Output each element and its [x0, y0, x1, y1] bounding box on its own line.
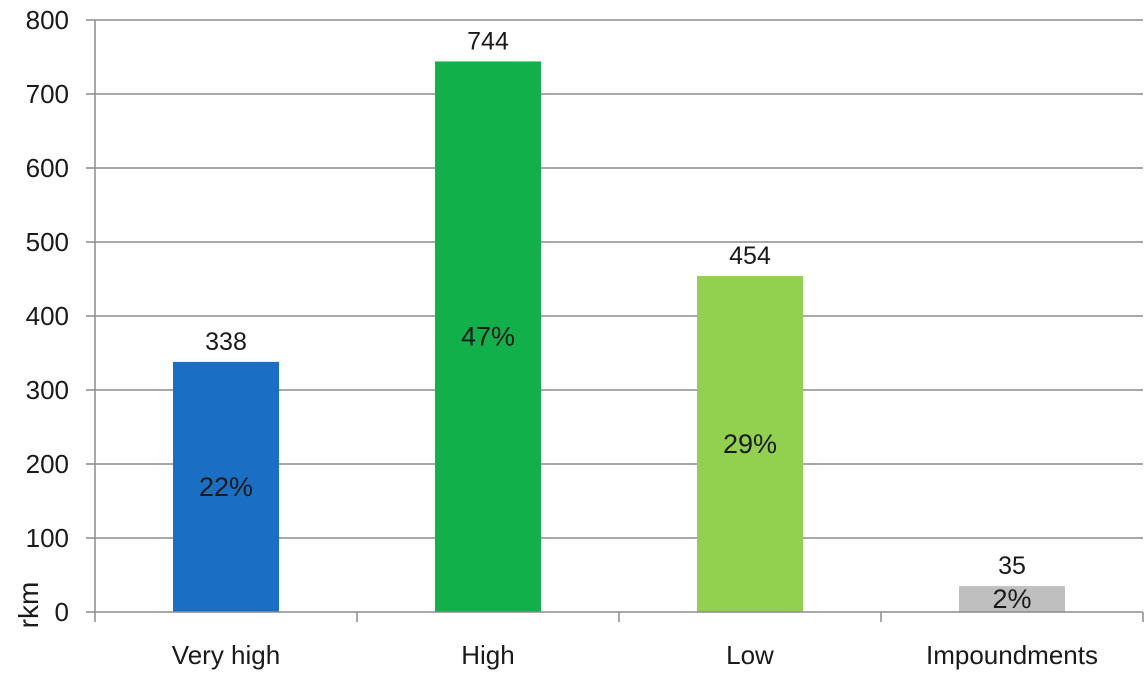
bars [173, 61, 1065, 612]
x-tick-label: Low [726, 640, 774, 670]
data-label-percent: 2% [992, 584, 1031, 614]
bar-low [697, 276, 803, 612]
data-label-percent: 29% [723, 429, 777, 459]
x-tick-label: Very high [172, 640, 280, 670]
y-tick-label: 500 [26, 227, 69, 257]
y-axis-title: rkm [13, 582, 44, 629]
y-tick-label: 300 [26, 375, 69, 405]
x-tick-label: Impoundments [926, 640, 1098, 670]
y-tick-label: 600 [26, 153, 69, 183]
y-tick-label: 100 [26, 523, 69, 553]
bar-impoundments [959, 586, 1065, 612]
data-label-value: 744 [467, 27, 509, 55]
y-tick-label: 200 [26, 449, 69, 479]
y-tick-label: 400 [26, 301, 69, 331]
data-label-percent: 47% [461, 322, 515, 352]
bar-very-high [173, 361, 279, 612]
data-label-value: 454 [729, 242, 771, 270]
axes [86, 19, 1144, 622]
y-tick-label: 0 [55, 597, 69, 627]
data-label-value: 35 [998, 552, 1026, 580]
x-tick-label: High [461, 640, 514, 670]
labels: 0 100 200 300 400 500 600 700 800 338 22% Very high… [26, 5, 1098, 670]
y-tick-label: 800 [26, 5, 69, 35]
data-label-value: 338 [205, 328, 247, 356]
y-tick-label: 700 [26, 79, 69, 109]
data-label-percent: 22% [199, 472, 253, 502]
bar-high [435, 61, 541, 612]
